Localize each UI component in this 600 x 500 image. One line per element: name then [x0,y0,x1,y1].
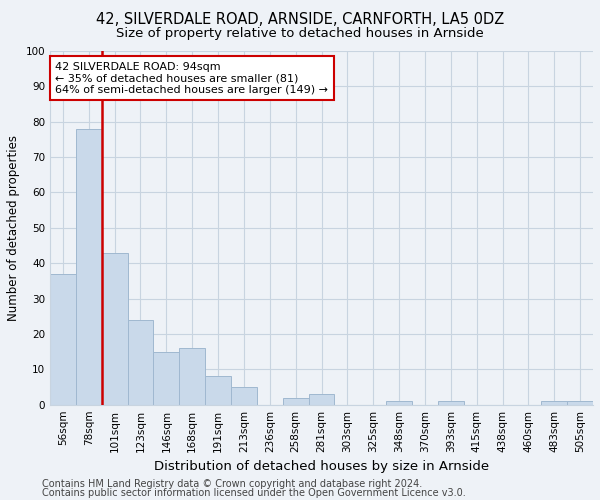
Bar [283,398,308,404]
Y-axis label: Number of detached properties: Number of detached properties [7,135,20,321]
Bar [541,401,567,404]
Bar [438,401,464,404]
Bar [50,274,76,404]
Bar [308,394,334,404]
Bar [567,401,593,404]
Text: Size of property relative to detached houses in Arnside: Size of property relative to detached ho… [116,28,484,40]
Bar [128,320,154,404]
Text: Contains HM Land Registry data © Crown copyright and database right 2024.: Contains HM Land Registry data © Crown c… [42,479,422,489]
Bar [76,129,102,404]
Text: Contains public sector information licensed under the Open Government Licence v3: Contains public sector information licen… [42,488,466,498]
Text: 42, SILVERDALE ROAD, ARNSIDE, CARNFORTH, LA5 0DZ: 42, SILVERDALE ROAD, ARNSIDE, CARNFORTH,… [96,12,504,28]
Bar [386,401,412,404]
Bar [231,387,257,404]
Bar [102,252,128,404]
Bar [179,348,205,405]
Text: 42 SILVERDALE ROAD: 94sqm
← 35% of detached houses are smaller (81)
64% of semi-: 42 SILVERDALE ROAD: 94sqm ← 35% of detac… [55,62,328,95]
X-axis label: Distribution of detached houses by size in Arnside: Distribution of detached houses by size … [154,460,489,473]
Bar [205,376,231,404]
Bar [154,352,179,405]
